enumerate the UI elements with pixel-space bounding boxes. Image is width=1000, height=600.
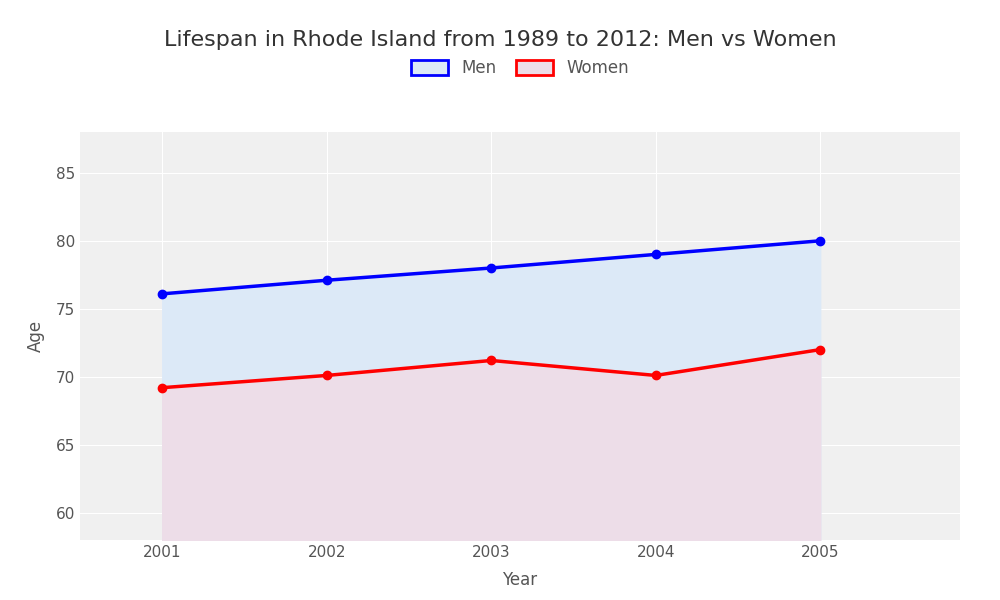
- X-axis label: Year: Year: [502, 571, 538, 589]
- Text: Lifespan in Rhode Island from 1989 to 2012: Men vs Women: Lifespan in Rhode Island from 1989 to 20…: [164, 30, 836, 50]
- Y-axis label: Age: Age: [27, 320, 45, 352]
- Legend: Men, Women: Men, Women: [403, 50, 637, 85]
